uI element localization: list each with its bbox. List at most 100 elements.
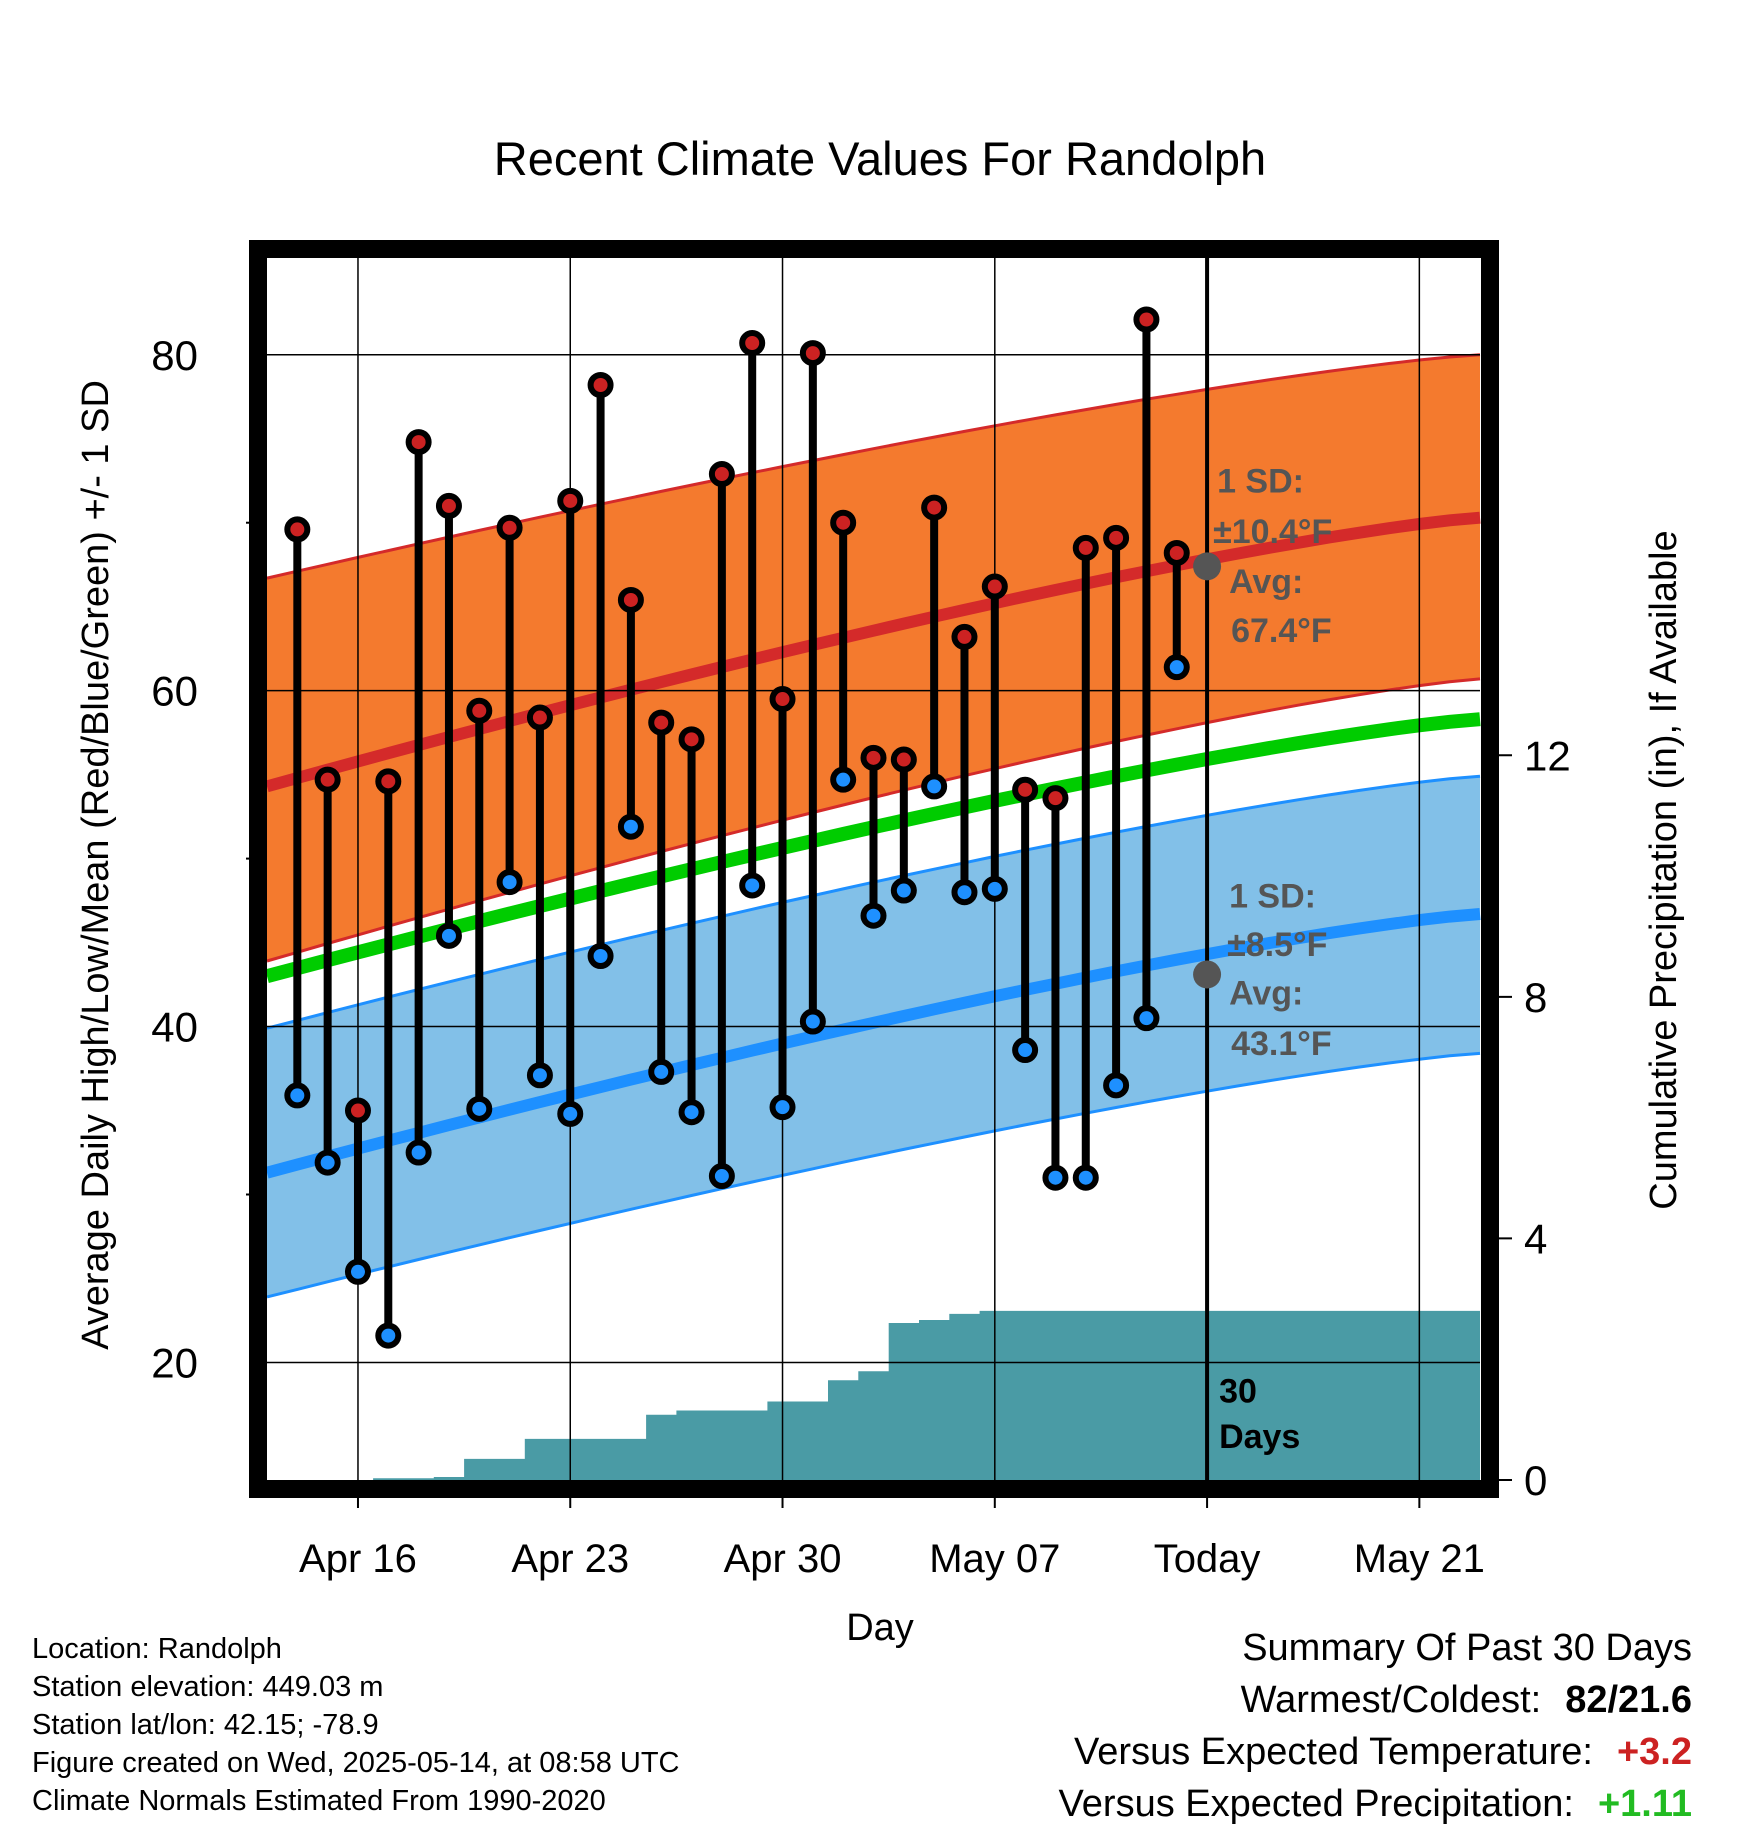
high-point	[769, 686, 796, 713]
high-sd-band-upper-edge	[266, 353, 1481, 580]
summary-warmest-row: Warmest/Coldest: 82/21.6	[1059, 1674, 1692, 1726]
high-point	[951, 623, 978, 650]
x-tick-label: Today	[1154, 1537, 1261, 1581]
high-point	[981, 573, 1008, 600]
high-point	[1133, 306, 1160, 333]
x-axis-label: Day	[846, 1607, 914, 1649]
high-point	[435, 492, 462, 519]
high-point	[405, 429, 432, 456]
low-point	[1072, 1164, 1099, 1191]
low-point	[678, 1099, 705, 1126]
low-point	[314, 1149, 341, 1176]
high-point	[526, 704, 553, 731]
today-days-label: Days	[1219, 1418, 1300, 1456]
y-axis-label-right: Cumulative Precipitation (in), If Availa…	[1643, 530, 1685, 1209]
high-point	[1163, 539, 1190, 566]
high-point	[799, 340, 826, 367]
high-point	[1103, 524, 1130, 551]
high-point	[314, 766, 341, 793]
low-point	[1103, 1072, 1130, 1099]
created-text: Figure created on Wed, 2025-05-14, at 08…	[32, 1747, 680, 1779]
low-point	[1012, 1037, 1039, 1064]
low-point	[799, 1008, 826, 1035]
summary-precip-row: Versus Expected Precipitation: +1.11	[1059, 1778, 1692, 1830]
summary-temp-row: Versus Expected Temperature: +3.2	[1059, 1726, 1692, 1778]
high-normal-line	[265, 511, 1481, 793]
low-point	[890, 877, 917, 904]
high-point	[708, 461, 735, 488]
y2-tick-label: 4	[1524, 1215, 1547, 1262]
warmest-value: 82/21.6	[1565, 1679, 1692, 1721]
info-block: Location: Randolph Station elevation: 44…	[32, 1630, 680, 1820]
precip-value: +1.11	[1597, 1783, 1692, 1825]
low-point	[466, 1095, 493, 1122]
temp-label: Versus Expected Temperature:	[1074, 1731, 1593, 1773]
x-tick-label: Apr 30	[724, 1537, 842, 1581]
high-avg-marker	[1193, 552, 1222, 581]
high-point	[587, 371, 614, 398]
high-point	[284, 516, 311, 543]
low-point	[981, 875, 1008, 902]
location-text: Location: Randolph	[32, 1633, 282, 1665]
low-avg-label: Avg:	[1229, 975, 1303, 1013]
low-point	[496, 869, 523, 896]
low-point	[739, 872, 766, 899]
low-sd-value: ±8.5°F	[1227, 926, 1327, 964]
low-point	[526, 1062, 553, 1089]
high-point	[557, 487, 584, 514]
high-point	[678, 726, 705, 753]
low-normal-line	[265, 908, 1481, 1179]
y-tick-label: 40	[151, 1004, 198, 1051]
y-tick-label: 60	[151, 668, 198, 715]
low-point	[830, 766, 857, 793]
high-point	[496, 514, 523, 541]
normals-text: Climate Normals Estimated From 1990-2020	[32, 1785, 606, 1817]
y2-tick-label: 12	[1524, 732, 1571, 779]
high-sd-label: 1 SD:	[1217, 462, 1304, 500]
high-avg-value: 67.4°F	[1231, 612, 1332, 650]
low-point	[405, 1139, 432, 1166]
y2-tick-label: 8	[1524, 974, 1547, 1021]
today-days-number: 30	[1219, 1373, 1257, 1411]
low-point	[769, 1094, 796, 1121]
high-point	[830, 509, 857, 536]
y-tick-label: 80	[151, 332, 198, 379]
high-point	[1042, 785, 1069, 812]
high-point	[1012, 776, 1039, 803]
high-avg-label: Avg:	[1229, 563, 1303, 601]
low-point	[921, 773, 948, 800]
low-point	[1133, 1005, 1160, 1032]
x-tick-label: Apr 16	[299, 1537, 417, 1581]
low-point	[648, 1058, 675, 1085]
low-sd-label: 1 SD:	[1229, 877, 1316, 915]
low-point	[435, 922, 462, 949]
high-point	[375, 768, 402, 795]
low-point	[617, 813, 644, 840]
high-point	[1072, 534, 1099, 561]
precip-area	[267, 1310, 1480, 1480]
low-point	[860, 902, 887, 929]
high-point	[466, 697, 493, 724]
low-avg-marker	[1193, 960, 1222, 989]
precip-label: Versus Expected Precipitation:	[1058, 1783, 1574, 1825]
x-tick-label: May 21	[1354, 1537, 1485, 1581]
elevation-text: Station elevation: 449.03 m	[32, 1671, 384, 1703]
x-tick-label: Apr 23	[511, 1537, 629, 1581]
x-tick-label: May 07	[929, 1537, 1060, 1581]
low-point	[375, 1322, 402, 1349]
low-point	[344, 1258, 371, 1285]
high-point	[739, 330, 766, 357]
high-point	[648, 709, 675, 736]
high-point	[617, 586, 644, 613]
low-point	[1042, 1164, 1069, 1191]
temp-value: +3.2	[1616, 1731, 1692, 1773]
low-point	[587, 943, 614, 970]
summary-block: Summary Of Past 30 Days Warmest/Coldest:…	[1059, 1622, 1692, 1830]
high-point	[344, 1097, 371, 1124]
low-avg-value: 43.1°F	[1231, 1025, 1332, 1063]
low-sd-band-lower-edge	[266, 1051, 1481, 1299]
chart-title: Recent Climate Values For Randolph	[494, 132, 1266, 185]
latlon-text: Station lat/lon: 42.15; -78.9	[32, 1709, 379, 1741]
y2-tick-label: 0	[1524, 1457, 1547, 1504]
